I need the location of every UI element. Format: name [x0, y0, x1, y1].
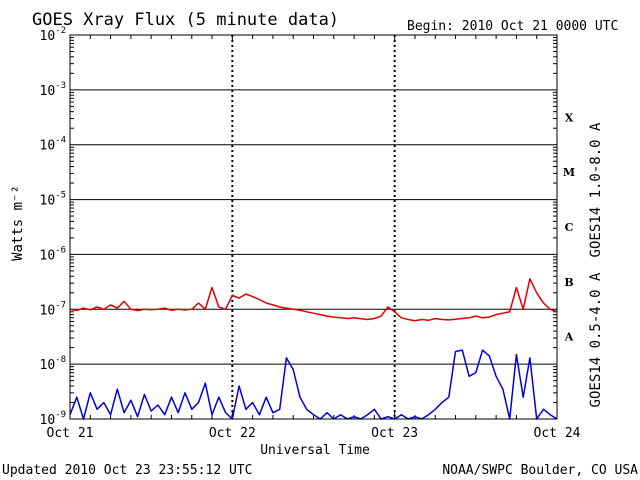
chart-title: GOES Xray Flux (5 minute data) — [32, 10, 339, 30]
series-lines — [69, 278, 558, 420]
legend-series-blue: GOES14 0.5-4.0 A — [588, 272, 604, 407]
day-separator-lines — [231, 35, 396, 419]
x-tick-label: Oct 24 — [534, 426, 581, 441]
y-tick-label: 10-7 — [40, 300, 67, 318]
x-tick-label: Oct 22 — [209, 426, 256, 441]
y-axis-label: Watts m⁻² — [10, 185, 26, 261]
y-tick-label: 10-6 — [40, 245, 67, 263]
y-tick-label: 10-4 — [40, 136, 67, 154]
credit-text: NOAA/SWPC Boulder, CO USA — [442, 463, 638, 478]
x-tick-label: Oct 23 — [371, 426, 418, 441]
axis-ticks — [69, 35, 558, 419]
y-tick-label: 10-8 — [40, 355, 67, 373]
series-line-blue — [69, 349, 558, 420]
y-tick-labels: 10-910-810-710-610-510-410-310-2 — [40, 26, 67, 428]
legend-series-red: GOES14 1.0-8.0 A — [588, 122, 604, 257]
flare-class-label: X — [565, 111, 574, 124]
flare-class-label: A — [564, 331, 574, 344]
y-tick-label: 10-3 — [40, 81, 67, 99]
flare-class-labels: X M C B A — [563, 111, 575, 343]
begin-label: Begin: 2010 Oct 21 0000 UTC — [407, 19, 618, 34]
grid — [70, 34, 557, 420]
x-axis-label: Universal Time — [260, 443, 370, 458]
y-tick-label: 10-5 — [40, 191, 67, 209]
flare-class-label: B — [564, 276, 573, 289]
series-line-red — [69, 278, 558, 322]
flare-class-label: M — [563, 166, 575, 179]
flare-class-label: C — [565, 221, 574, 234]
plot-frame — [69, 34, 558, 420]
y-tick-label: 10-2 — [40, 26, 67, 44]
x-tick-label: Oct 21 — [47, 426, 94, 441]
x-tick-labels: Oct 21 Oct 22 Oct 23 Oct 24 — [47, 426, 581, 441]
updated-timestamp: Updated 2010 Oct 23 23:55:12 UTC — [2, 463, 252, 478]
